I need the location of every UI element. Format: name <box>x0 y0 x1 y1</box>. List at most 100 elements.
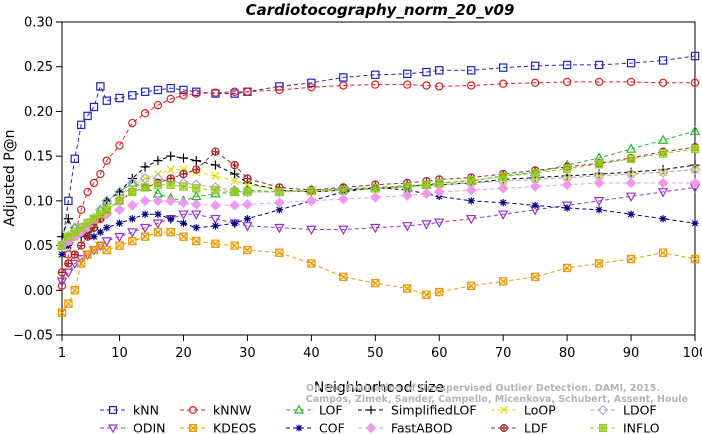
point-fastabod-12 <box>127 200 138 211</box>
point-cof-6 <box>90 233 98 241</box>
series-kdeos <box>57 227 700 317</box>
point-simplifiedlof-18 <box>166 151 176 161</box>
legend-label-fastabod: FastABOD <box>391 421 453 434</box>
y-tick-label-1: 0.00 <box>24 284 53 299</box>
legend-label-cof: COF <box>319 421 345 434</box>
point-loop-28 <box>230 177 239 186</box>
point-fastabod-85 <box>593 177 605 189</box>
legend-item-kdeos: KDEOS <box>180 421 257 434</box>
watermark-line-1: Campos, Zimek, Sander, Campello, Micenko… <box>306 394 688 405</box>
point-cof-18 <box>167 215 175 223</box>
point-ldf-6 <box>89 223 99 232</box>
series-line-knn <box>61 55 696 246</box>
point-knnw-55 <box>403 80 412 89</box>
y-tick-label-0: −0.05 <box>13 329 53 344</box>
point-inflo-10 <box>115 196 124 206</box>
point-odin-16 <box>152 219 164 229</box>
point-cof-14 <box>141 210 149 218</box>
point-odin-58 <box>421 220 432 230</box>
point-kdeos-95 <box>658 248 668 257</box>
legend-label-odin: ODIN <box>133 421 166 434</box>
point-lof-95 <box>657 134 669 144</box>
point-simplifiedlof-2 <box>63 214 73 224</box>
point-kdeos-65 <box>467 281 476 291</box>
point-loop-25 <box>211 171 220 180</box>
point-knn-7 <box>96 82 105 91</box>
point-kdeos-22 <box>192 236 201 246</box>
point-cof-70 <box>499 199 507 207</box>
point-kdeos-55 <box>403 284 412 293</box>
legend-item-ldf: LDF <box>491 421 548 434</box>
point-ldof-12 <box>126 177 138 189</box>
point-fastabod-40 <box>306 195 317 207</box>
point-odin-35 <box>274 223 285 234</box>
watermark-line-2: On the Evaluation of Unsupervised Outlie… <box>306 383 660 394</box>
point-knnw-90 <box>626 77 636 87</box>
legend-marker-knnw <box>189 406 198 415</box>
point-odin-12 <box>127 228 138 238</box>
point-inflo-28 <box>230 187 239 197</box>
point-odin-22 <box>191 210 202 220</box>
series-line-ldof <box>61 169 696 246</box>
point-kdeos-35 <box>275 248 284 257</box>
point-odin-85 <box>593 197 605 207</box>
point-fastabod-20 <box>178 197 189 208</box>
point-inflo-7 <box>96 210 105 219</box>
y-tick-label-5: 0.20 <box>24 105 53 120</box>
legend-item-lof: LOF <box>286 403 343 418</box>
point-loop-20 <box>179 165 188 174</box>
point-kdeos-2 <box>64 299 73 308</box>
point-knnw-10 <box>115 141 124 150</box>
point-cof-95 <box>659 215 667 223</box>
point-ldf-30 <box>243 174 252 183</box>
point-knn-18 <box>166 83 175 93</box>
legend-item-knnw: kNNW <box>180 403 251 418</box>
x-tick-label-10: 10 <box>111 346 128 361</box>
point-cof-8 <box>103 224 111 232</box>
point-odin-45 <box>338 225 349 236</box>
point-inflo-3 <box>70 227 79 237</box>
plot-area: 1 10 20 30 40 50 60 70 80 90 100 −0.05 0.00 0.05 0.10 0… <box>13 16 702 362</box>
legend-label-knnw: kNNW <box>213 403 251 418</box>
point-knnw-75 <box>530 78 540 88</box>
x-axis-label: Neighborhood size <box>314 380 444 396</box>
point-ldof-100 <box>689 164 701 176</box>
legend-item-ldof: LDOF <box>590 403 657 418</box>
point-knnw-65 <box>467 81 476 90</box>
point-knn-70 <box>498 63 508 72</box>
point-kdeos-8 <box>102 245 111 255</box>
point-odin-10 <box>114 232 125 243</box>
legend-marker-loop <box>500 406 508 414</box>
point-inflo-45 <box>339 185 348 195</box>
point-odin-3 <box>69 259 81 270</box>
point-inflo-12 <box>128 187 137 197</box>
point-inflo-100 <box>690 144 700 154</box>
point-inflo-40 <box>307 186 316 196</box>
legend-marker-simplifiedlof <box>366 405 376 415</box>
point-odin-40 <box>306 225 317 236</box>
point-simplifiedlof-20 <box>178 153 189 163</box>
point-cof-16 <box>154 210 162 218</box>
point-knn-14 <box>140 87 150 96</box>
point-inflo-95 <box>658 149 668 158</box>
point-inflo-14 <box>140 183 150 192</box>
point-knnw-14 <box>140 109 150 118</box>
point-kdeos-1 <box>57 308 67 317</box>
point-knn-12 <box>128 91 137 100</box>
point-odin-90 <box>625 192 637 203</box>
point-ldof-95 <box>657 166 669 178</box>
point-knnw-100 <box>690 78 700 88</box>
point-kdeos-4 <box>76 259 86 268</box>
legend-label-loop: LoOP <box>524 403 556 418</box>
point-fastabod-90 <box>625 177 637 189</box>
point-odin-95 <box>657 188 669 198</box>
legend-item-odin: ODIN <box>100 421 166 434</box>
point-ldf-4 <box>76 241 86 250</box>
point-cof-25 <box>211 222 220 230</box>
legend-marker-fastabod <box>365 422 377 434</box>
point-odin-70 <box>497 210 509 220</box>
point-inflo-30 <box>243 187 252 197</box>
point-kdeos-30 <box>243 245 252 255</box>
point-kdeos-25 <box>211 239 220 248</box>
point-knnw-16 <box>153 100 163 110</box>
